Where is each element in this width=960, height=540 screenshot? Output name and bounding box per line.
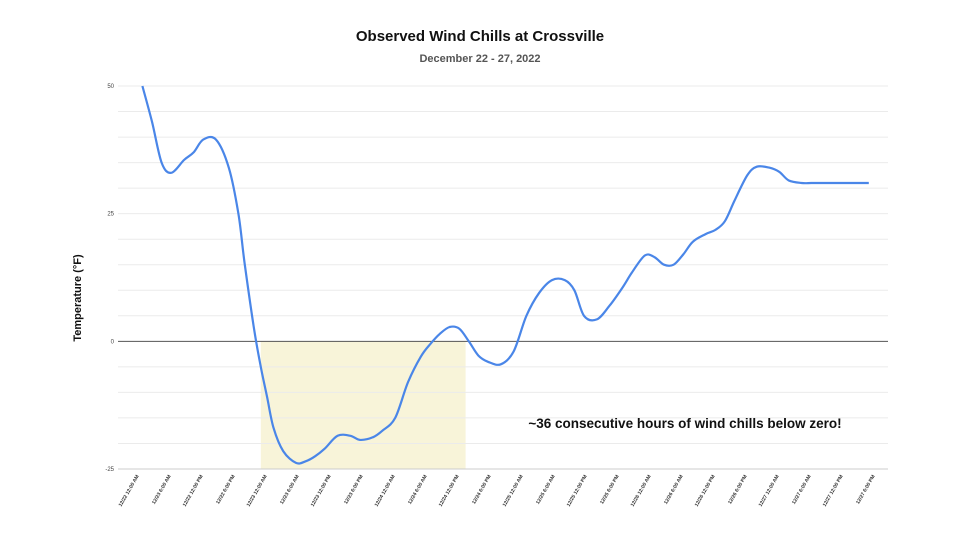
x-tick-label: 12/24 6:00 AM — [407, 474, 429, 505]
x-tick-label: 12/23 6:00 PM — [343, 474, 365, 505]
x-tick-label: 12/24 12:00 PM — [438, 474, 461, 508]
x-tick-label: 12/22 6:00 PM — [215, 474, 237, 505]
y-axis-label: Temperature (°F) — [72, 254, 84, 342]
y-tick-label: 25 — [107, 212, 114, 218]
x-tick-label: 12/25 6:00 PM — [599, 474, 621, 505]
x-tick-label: 12/26 12:00 PM — [694, 474, 717, 508]
x-tick-label: 12/26 12:00 AM — [630, 474, 653, 508]
x-tick-label: 12/23 12:00 PM — [310, 474, 333, 508]
x-tick-label: 12/27 6:00 AM — [791, 474, 813, 505]
x-tick-label: 12/27 12:00 PM — [822, 474, 845, 508]
y-tick-label: 50 — [107, 84, 114, 90]
x-tick-label: 12/26 6:00 AM — [663, 474, 685, 505]
y-tick-label: -25 — [105, 467, 114, 473]
annotation-text: ~36 consecutive hours of wind chills bel… — [528, 416, 841, 431]
x-tick-label: 12/23 12:00 AM — [246, 474, 269, 508]
x-tick-label: 12/24 12:00 AM — [374, 474, 397, 508]
x-tick-label: 12/24 6:00 PM — [471, 474, 493, 505]
x-tick-label: 12/25 6:00 AM — [535, 474, 557, 505]
x-tick-label: 12/23 6:00 AM — [279, 474, 301, 505]
wind-chill-line — [141, 85, 869, 465]
x-tick-label: 12/25 12:00 PM — [566, 474, 589, 508]
y-tick-label: 0 — [111, 339, 115, 345]
x-tick-label: 12/27 6:00 PM — [855, 474, 877, 505]
x-tick-label: 12/25 12:00 AM — [502, 474, 525, 508]
x-tick-label: 12/27 12:00 AM — [758, 474, 781, 508]
x-tick-label: 12/22 12:00 AM — [118, 474, 141, 508]
x-tick-label: 12/22 12:00 PM — [182, 474, 205, 508]
below-zero-highlight — [260, 341, 466, 469]
chart-title: Observed Wind Chills at Crossville — [356, 28, 604, 45]
x-tick-label: 12/26 6:00 PM — [727, 474, 749, 505]
chart-subtitle: December 22 - 27, 2022 — [419, 53, 540, 65]
x-tick-label: 12/23 6:00 AM — [151, 474, 173, 505]
